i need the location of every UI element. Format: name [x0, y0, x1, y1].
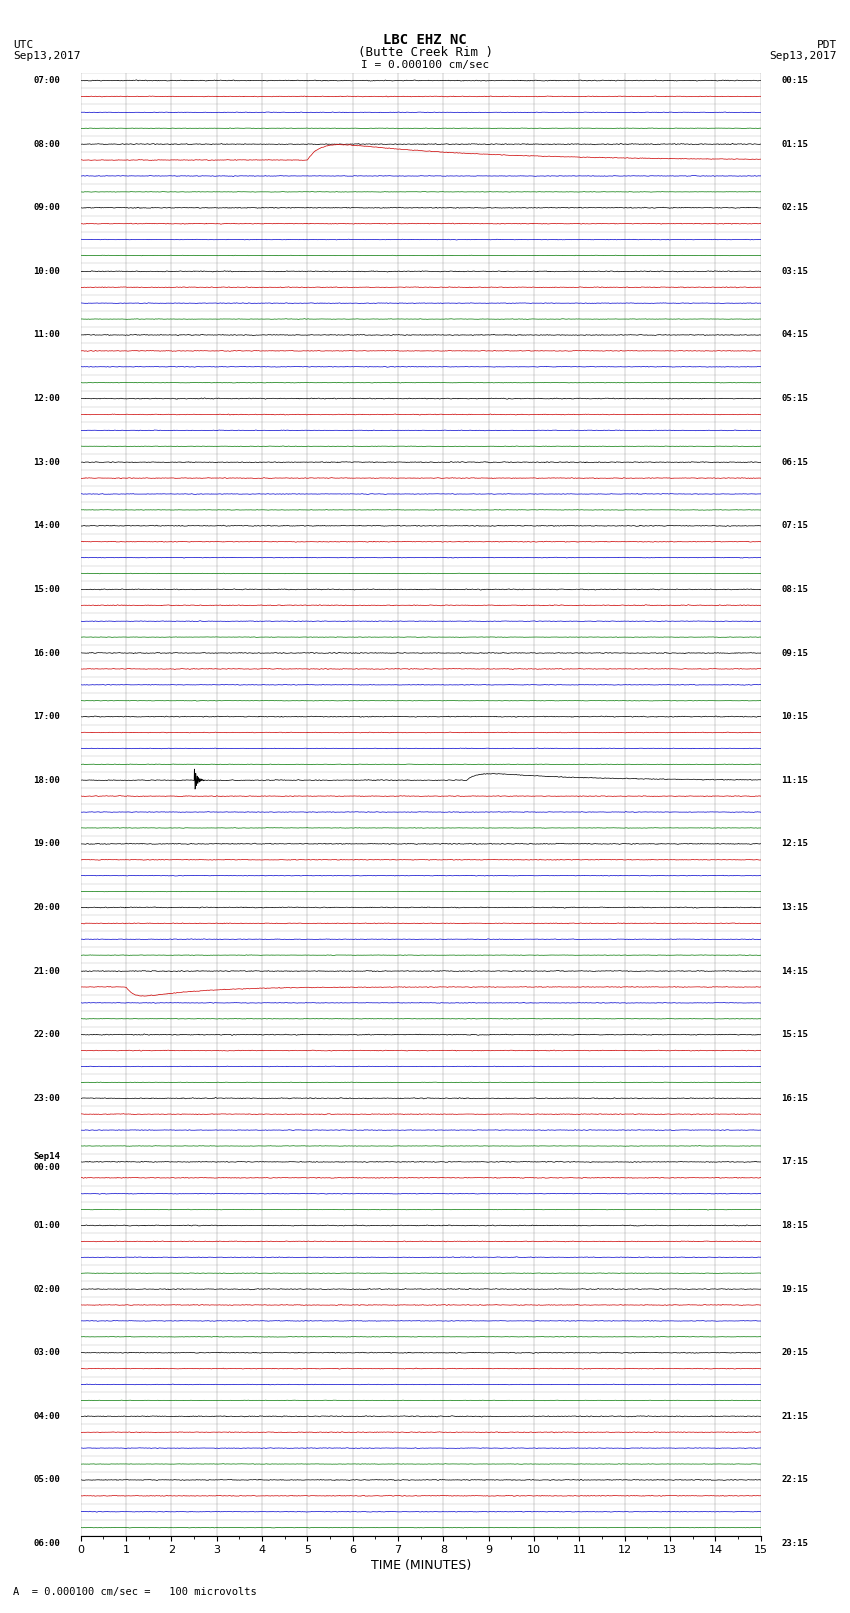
Text: 23:00: 23:00: [33, 1094, 60, 1103]
Text: 02:15: 02:15: [781, 203, 808, 213]
Text: 16:15: 16:15: [781, 1094, 808, 1103]
Text: I = 0.000100 cm/sec: I = 0.000100 cm/sec: [361, 60, 489, 71]
Text: 13:15: 13:15: [781, 903, 808, 911]
Text: 05:15: 05:15: [781, 394, 808, 403]
Text: LBC EHZ NC: LBC EHZ NC: [383, 32, 467, 47]
Text: 00:15: 00:15: [781, 76, 808, 85]
Text: 10:15: 10:15: [781, 711, 808, 721]
Text: 01:15: 01:15: [781, 140, 808, 148]
Text: 14:00: 14:00: [33, 521, 60, 531]
Text: 07:00: 07:00: [33, 76, 60, 85]
Text: 06:15: 06:15: [781, 458, 808, 466]
Text: 23:15: 23:15: [781, 1539, 808, 1548]
Text: 20:00: 20:00: [33, 903, 60, 911]
Text: 08:00: 08:00: [33, 140, 60, 148]
Text: 12:00: 12:00: [33, 394, 60, 403]
Text: Sep14
00:00: Sep14 00:00: [33, 1152, 60, 1171]
Text: (Butte Creek Rim ): (Butte Creek Rim ): [358, 45, 492, 58]
Text: 14:15: 14:15: [781, 966, 808, 976]
Text: PDT: PDT: [817, 40, 837, 50]
Text: Sep13,2017: Sep13,2017: [770, 52, 837, 61]
Text: Sep13,2017: Sep13,2017: [13, 52, 80, 61]
Text: 05:00: 05:00: [33, 1476, 60, 1484]
Text: 08:15: 08:15: [781, 586, 808, 594]
Text: UTC: UTC: [13, 40, 33, 50]
Text: 13:00: 13:00: [33, 458, 60, 466]
Text: 04:15: 04:15: [781, 331, 808, 339]
Text: 20:15: 20:15: [781, 1348, 808, 1357]
Text: 06:00: 06:00: [33, 1539, 60, 1548]
Text: 03:00: 03:00: [33, 1348, 60, 1357]
Text: 17:15: 17:15: [781, 1158, 808, 1166]
Text: A  = 0.000100 cm/sec =   100 microvolts: A = 0.000100 cm/sec = 100 microvolts: [13, 1587, 257, 1597]
Text: 03:15: 03:15: [781, 266, 808, 276]
Text: 15:15: 15:15: [781, 1031, 808, 1039]
Text: 02:00: 02:00: [33, 1284, 60, 1294]
Text: 15:00: 15:00: [33, 586, 60, 594]
Text: 21:00: 21:00: [33, 966, 60, 976]
Text: 09:15: 09:15: [781, 648, 808, 658]
Text: 18:15: 18:15: [781, 1221, 808, 1231]
Text: 22:15: 22:15: [781, 1476, 808, 1484]
Text: 07:15: 07:15: [781, 521, 808, 531]
Text: 16:00: 16:00: [33, 648, 60, 658]
Text: 19:15: 19:15: [781, 1284, 808, 1294]
Text: 11:00: 11:00: [33, 331, 60, 339]
Text: 18:00: 18:00: [33, 776, 60, 786]
Text: 10:00: 10:00: [33, 266, 60, 276]
Text: 19:00: 19:00: [33, 839, 60, 848]
Text: 04:00: 04:00: [33, 1411, 60, 1421]
Text: 12:15: 12:15: [781, 839, 808, 848]
Text: 17:00: 17:00: [33, 711, 60, 721]
Text: 22:00: 22:00: [33, 1031, 60, 1039]
X-axis label: TIME (MINUTES): TIME (MINUTES): [371, 1560, 471, 1573]
Text: 09:00: 09:00: [33, 203, 60, 213]
Text: 01:00: 01:00: [33, 1221, 60, 1231]
Text: 21:15: 21:15: [781, 1411, 808, 1421]
Text: 11:15: 11:15: [781, 776, 808, 786]
